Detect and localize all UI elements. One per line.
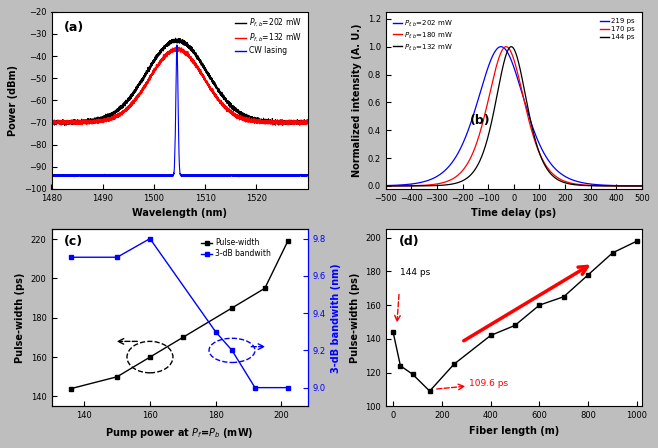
3-dB bandwith <box>251 385 259 390</box>
3-dB bandwith <box>212 329 220 335</box>
Y-axis label: Normalized intensity (A. U.): Normalized intensity (A. U.) <box>352 24 362 177</box>
Text: 109.6 ps: 109.6 ps <box>468 379 508 388</box>
Line: Pulse-width: Pulse-width <box>69 239 290 391</box>
Pulse-width <box>228 305 236 310</box>
3-dB bandwith <box>146 236 154 241</box>
Legend: $P_{f,b}$=202 mW, $P_{f,b}$=132 mW, CW lasing: $P_{f,b}$=202 mW, $P_{f,b}$=132 mW, CW l… <box>233 16 304 57</box>
Y-axis label: Power (dBm): Power (dBm) <box>9 65 18 136</box>
Pulse-width <box>179 335 187 340</box>
Pulse-width <box>284 238 291 244</box>
Text: (d): (d) <box>399 235 419 248</box>
Y-axis label: Pulse-width (ps): Pulse-width (ps) <box>15 272 25 363</box>
Y-axis label: Pulse-width (ps): Pulse-width (ps) <box>349 272 359 363</box>
Legend: Pulse-width, 3-dB bandwith: Pulse-width, 3-dB bandwith <box>199 237 272 260</box>
Text: (c): (c) <box>64 235 84 248</box>
X-axis label: Fiber length (m): Fiber length (m) <box>468 426 559 435</box>
Text: (a): (a) <box>64 21 84 34</box>
Legend: 219 ps, 170 ps, 144 ps: 219 ps, 170 ps, 144 ps <box>598 17 636 41</box>
Pulse-width <box>113 374 121 379</box>
Pulse-width <box>261 285 268 291</box>
X-axis label: Time delay (ps): Time delay (ps) <box>471 208 557 218</box>
3-dB bandwith <box>228 348 236 353</box>
Y-axis label: 3-dB bandwith (nm): 3-dB bandwith (nm) <box>331 263 341 373</box>
3-dB bandwith <box>113 254 121 260</box>
Text: (b): (b) <box>470 114 491 128</box>
Pulse-width <box>146 354 154 360</box>
Pulse-width <box>67 386 75 391</box>
3-dB bandwith <box>284 385 291 390</box>
X-axis label: Wavelength (nm): Wavelength (nm) <box>132 208 227 218</box>
Text: 144 ps: 144 ps <box>401 268 431 277</box>
Line: 3-dB bandwith: 3-dB bandwith <box>69 236 290 390</box>
X-axis label: Pump power at $P_f$=$P_b$ (mW): Pump power at $P_f$=$P_b$ (mW) <box>105 426 254 439</box>
3-dB bandwith <box>67 254 75 260</box>
